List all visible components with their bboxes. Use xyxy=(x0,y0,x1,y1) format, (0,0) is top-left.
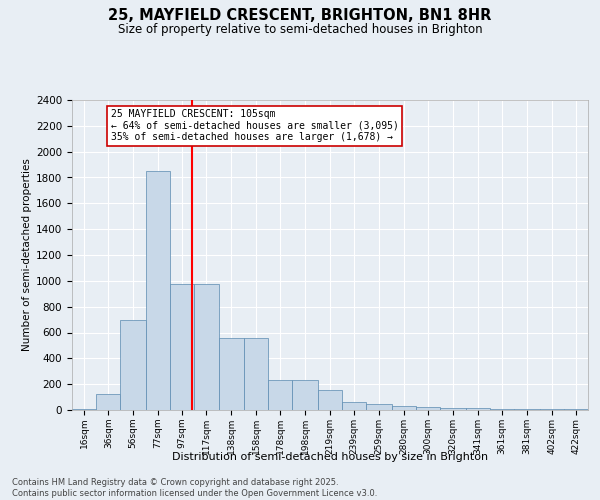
Text: Size of property relative to semi-detached houses in Brighton: Size of property relative to semi-detach… xyxy=(118,22,482,36)
Bar xyxy=(440,408,466,410)
Text: 25, MAYFIELD CRESCENT, BRIGHTON, BN1 8HR: 25, MAYFIELD CRESCENT, BRIGHTON, BN1 8HR xyxy=(109,8,491,22)
Bar xyxy=(146,171,170,410)
Bar xyxy=(292,380,318,410)
Bar xyxy=(244,338,268,410)
Bar xyxy=(466,408,490,410)
Bar xyxy=(218,338,244,410)
Bar xyxy=(318,390,342,410)
Bar xyxy=(194,284,218,410)
Text: Contains HM Land Registry data © Crown copyright and database right 2025.
Contai: Contains HM Land Registry data © Crown c… xyxy=(12,478,377,498)
Bar xyxy=(490,408,514,410)
Bar xyxy=(416,407,440,410)
Bar xyxy=(268,380,292,410)
Y-axis label: Number of semi-detached properties: Number of semi-detached properties xyxy=(22,158,32,352)
Bar xyxy=(367,404,392,410)
Bar xyxy=(342,402,367,410)
Bar xyxy=(96,394,121,410)
Bar xyxy=(170,284,194,410)
Text: Distribution of semi-detached houses by size in Brighton: Distribution of semi-detached houses by … xyxy=(172,452,488,462)
Text: 25 MAYFIELD CRESCENT: 105sqm
← 64% of semi-detached houses are smaller (3,095)
3: 25 MAYFIELD CRESCENT: 105sqm ← 64% of se… xyxy=(110,110,398,142)
Bar xyxy=(392,406,416,410)
Bar xyxy=(121,320,146,410)
